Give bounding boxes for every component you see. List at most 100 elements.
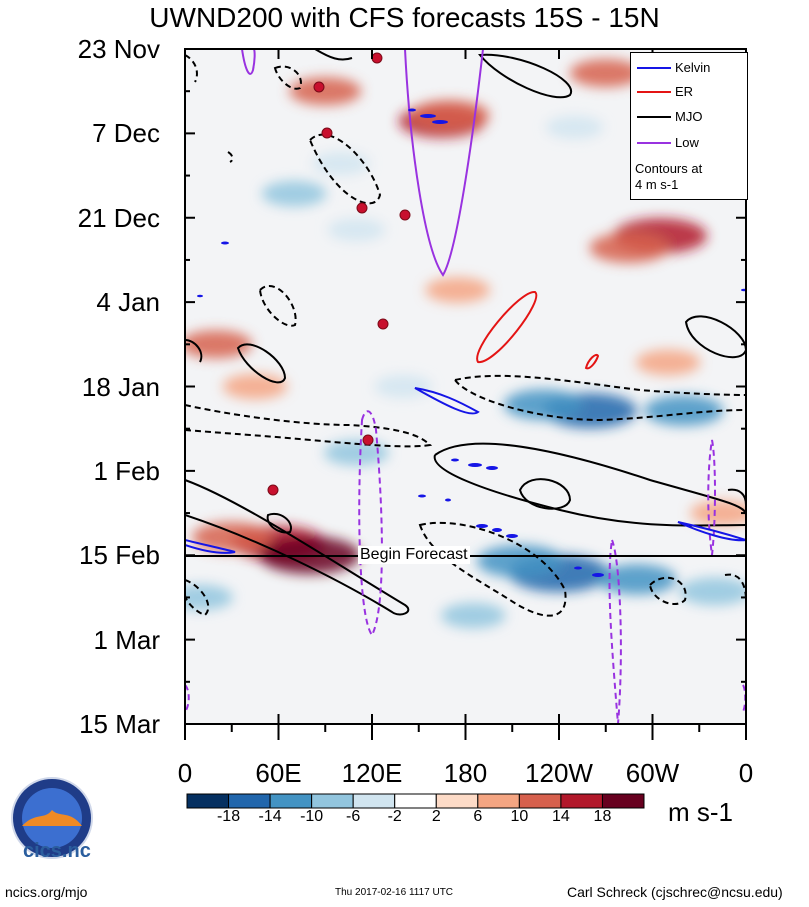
low-contour-positive bbox=[241, 49, 256, 75]
mjo-contour-negative bbox=[227, 151, 234, 163]
legend-note-line2: 4 m s-1 bbox=[635, 177, 679, 192]
x-tick-label: 120E bbox=[341, 758, 403, 788]
cyclone-marker-icon bbox=[362, 434, 374, 446]
mjo-contours-negative bbox=[185, 54, 746, 617]
field-anomaly bbox=[644, 395, 724, 426]
mjo-contour-negative bbox=[258, 285, 297, 327]
field-anomaly bbox=[635, 349, 701, 376]
field-anomaly bbox=[569, 59, 642, 88]
field-anomaly bbox=[425, 277, 491, 303]
mjo-contours bbox=[185, 49, 746, 616]
mjo-contour-negative bbox=[185, 54, 198, 83]
low-contours bbox=[241, 49, 484, 277]
field-anomaly bbox=[440, 602, 506, 629]
forecast-start-label: Begin Forecast bbox=[358, 546, 470, 564]
kelvin-contour bbox=[185, 539, 236, 554]
mjo-contour-negative bbox=[273, 65, 302, 90]
mjo-contour-negative bbox=[308, 133, 382, 205]
low-contour-positive bbox=[404, 49, 484, 277]
colorbar-swatch bbox=[435, 793, 479, 809]
kelvin-contour bbox=[677, 521, 746, 542]
y-tick-label: 7 Dec bbox=[92, 118, 160, 149]
cyclone-marker-icon bbox=[371, 52, 383, 64]
mjo-contour-negative bbox=[648, 576, 687, 605]
field-anomaly bbox=[410, 100, 490, 131]
footer-timestamp: Thu 2017-02-16 1117 UTC bbox=[335, 887, 454, 898]
cyclone-marker-icon bbox=[399, 209, 411, 221]
legend-note-line1: Contours at bbox=[635, 161, 703, 176]
colorbar-swatch bbox=[186, 793, 230, 809]
mjo-contour-positive bbox=[185, 339, 203, 363]
field-anomaly bbox=[185, 330, 253, 359]
x-tick-label: 0 bbox=[177, 758, 193, 788]
x-axis-ticks bbox=[184, 49, 747, 740]
mjo-contour-positive bbox=[314, 49, 353, 61]
low-contour-negative bbox=[185, 684, 190, 713]
er-contour bbox=[584, 354, 600, 370]
colorbar-tick-label: -6 bbox=[346, 808, 361, 825]
colorbar bbox=[186, 793, 645, 809]
legend-label-low: Low bbox=[675, 135, 699, 150]
mjo-contour-positive bbox=[518, 478, 572, 510]
legend-swatch-mjo bbox=[637, 116, 671, 118]
field-anomaly bbox=[678, 577, 746, 606]
mjo-contour-positive bbox=[236, 343, 287, 384]
colorbar-tick-label: -10 bbox=[300, 808, 324, 825]
kelvin-contour bbox=[414, 387, 480, 415]
legend-label-mjo: MJO bbox=[675, 109, 703, 124]
colorbar-tick-label: 14 bbox=[552, 808, 570, 825]
field-anomaly bbox=[192, 521, 272, 553]
y-tick-label: 4 Jan bbox=[96, 287, 160, 318]
legend-item-er: ER bbox=[631, 83, 747, 101]
field-anomaly bbox=[222, 373, 288, 400]
legend-note: Contours at 4 m s-1 bbox=[635, 161, 745, 193]
field-anomaly bbox=[476, 544, 564, 578]
colorbar-swatch bbox=[394, 793, 437, 809]
cics-logo-icon bbox=[11, 777, 93, 859]
y-tick-label: 23 Nov bbox=[77, 34, 160, 64]
x-tick-label: 60E bbox=[255, 758, 302, 788]
colorbar-swatch bbox=[518, 793, 562, 809]
mjo-contour-positive bbox=[266, 512, 292, 534]
x-tick-label: 60W bbox=[625, 758, 680, 788]
cyclone-marker-icon bbox=[267, 484, 279, 496]
y-tick-label: 15 Mar bbox=[79, 709, 160, 739]
field-anomaly bbox=[374, 374, 432, 399]
footer-author: Carl Schreck (cjschrec@ncsu.edu) bbox=[567, 884, 783, 900]
colorbar-swatch bbox=[601, 793, 645, 809]
cyclone-marker-icon bbox=[377, 318, 389, 330]
low-contour-negative bbox=[358, 410, 383, 637]
y-tick-label: 1 Feb bbox=[93, 455, 161, 486]
mjo-contour-negative bbox=[185, 404, 433, 448]
colorbar-tick-label: -14 bbox=[258, 808, 282, 825]
field-anomaly bbox=[327, 218, 386, 242]
field-anomaly bbox=[503, 389, 584, 420]
er-contours bbox=[476, 291, 600, 370]
x-tick-label: 0 bbox=[738, 758, 754, 788]
y-tick-label: 18 Jan bbox=[81, 371, 160, 402]
legend-swatch-low bbox=[637, 142, 671, 144]
legend: Kelvin ER MJO Low Contours at 4 m s-1 bbox=[630, 52, 748, 200]
footer-url[interactable]: ncics.org/mjo bbox=[5, 884, 88, 900]
colorbar-tick-label: -18 bbox=[216, 808, 241, 825]
mjo-contour-negative bbox=[454, 374, 746, 422]
kelvin-dashes bbox=[197, 108, 746, 577]
colorbar-swatch bbox=[269, 793, 313, 809]
colorbar-tick-label: 6 bbox=[473, 808, 483, 825]
legend-swatch-kelvin bbox=[637, 67, 671, 69]
chart-title: UWND200 with CFS forecasts 15S - 15N bbox=[149, 2, 660, 33]
cyclone-marker-icon bbox=[356, 202, 368, 214]
y-tick-label: 1 Mar bbox=[93, 624, 160, 655]
legend-label-er: ER bbox=[675, 84, 694, 99]
colorbar-swatch bbox=[477, 793, 520, 809]
er-contour bbox=[476, 291, 538, 363]
field-anomaly bbox=[690, 500, 746, 526]
uwnd-anomaly-field bbox=[185, 59, 746, 629]
logo-text: cics.nc bbox=[23, 840, 91, 862]
colorbar-tick-label: 10 bbox=[510, 808, 529, 825]
field-anomaly bbox=[545, 115, 604, 139]
legend-item-mjo: MJO bbox=[631, 108, 747, 126]
y-tick-label: 15 Feb bbox=[79, 540, 160, 571]
y-tick-label: 21 Dec bbox=[77, 202, 160, 233]
legend-item-low: Low bbox=[631, 134, 747, 152]
